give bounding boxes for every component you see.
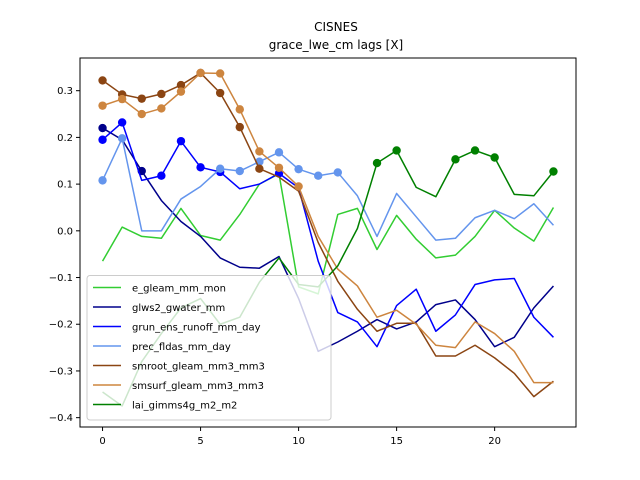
x-tick-label: 20: [488, 436, 501, 447]
series-marker-prec_fldas_mm_day: [215, 164, 225, 173]
series-marker-smsurf_gleam_mm3_mm3: [176, 87, 186, 96]
series-marker-smroot_gleam_mm3_mm3: [215, 88, 225, 98]
series-marker-smsurf_gleam_mm3_mm3: [98, 101, 107, 110]
series-marker-grun_ens_runoff_mm_day: [98, 135, 107, 144]
series-marker-lai_gimms4g_m2_m2: [549, 167, 558, 176]
series-marker-grun_ens_runoff_mm_day: [176, 136, 186, 146]
series-marker-lai_gimms4g_m2_m2: [372, 158, 382, 168]
series-marker-smsurf_gleam_mm3_mm3: [215, 69, 225, 78]
legend-label-e_gleam_mm_mon: e_gleam_mm_mon: [132, 284, 226, 295]
series-line-smsurf_gleam_mm3_mm3: [102, 72, 554, 384]
x-tick-label: 0: [99, 436, 105, 447]
y-tick-label: −0.1: [49, 273, 73, 284]
legend-label-grun_ens_runoff_mm_day: grun_ens_runoff_mm_day: [132, 323, 261, 334]
series-marker-prec_fldas_mm_day: [333, 168, 342, 177]
series-marker-smsurf_gleam_mm3_mm3: [137, 109, 146, 119]
series-marker-grun_ens_runoff_mm_day: [157, 171, 166, 180]
series-marker-lai_gimms4g_m2_m2: [470, 146, 480, 155]
series-marker-prec_fldas_mm_day: [117, 134, 127, 143]
legend-label-smroot_gleam_mm3_mm3: smroot_gleam_mm3_mm3: [132, 362, 265, 373]
series-marker-grun_ens_runoff_mm_day: [196, 163, 205, 172]
series-marker-smsurf_gleam_mm3_mm3: [157, 104, 166, 113]
series-marker-lai_gimms4g_m2_m2: [490, 153, 499, 162]
series-marker-glws2_gwater_mm: [98, 123, 107, 133]
series-marker-smroot_gleam_mm3_mm3: [157, 89, 166, 99]
x-tick-label: 10: [292, 436, 305, 447]
legend-label-prec_fldas_mm_day: prec_fldas_mm_day: [132, 342, 231, 353]
series-marker-lai_gimms4g_m2_m2: [451, 155, 460, 164]
series-marker-lai_gimms4g_m2_m2: [392, 146, 401, 155]
y-tick-label: −0.4: [49, 413, 73, 424]
series-line-prec_fldas_mm_day: [101, 137, 555, 241]
series-marker-prec_fldas_mm_day: [314, 171, 323, 180]
legend: e_gleam_mm_mon glws2_gwater_mm grun_ens_ru…: [86, 275, 332, 421]
legend-label-glws2_gwater_mm: glws2_gwater_mm: [132, 303, 225, 314]
series-marker-smsurf_gleam_mm3_mm3: [117, 94, 127, 104]
y-tick-label: 0.1: [57, 180, 73, 191]
series-marker-prec_fldas_mm_day: [98, 176, 107, 185]
series-marker-prec_fldas_mm_day: [235, 166, 244, 176]
legend-label-smsurf_gleam_mm3_mm3: smsurf_gleam_mm3_mm3: [132, 381, 264, 392]
series-marker-smsurf_gleam_mm3_mm3: [294, 182, 303, 191]
series-marker-prec_fldas_mm_day: [294, 164, 303, 174]
ticks: 0 5 10 15 20 −0.4 −0.3 −0.2 −0.1 0.0 0.1 0.2 0.3: [49, 86, 501, 447]
x-tick-label: 5: [197, 436, 203, 447]
y-tick-label: −0.2: [49, 320, 73, 331]
series-marker-smsurf_gleam_mm3_mm3: [255, 147, 264, 156]
x-tick-label: 15: [390, 436, 403, 447]
axes-frame: [79, 57, 577, 428]
y-tick-label: 0.3: [57, 86, 73, 97]
series-marker-prec_fldas_mm_day: [274, 148, 284, 157]
series-marker-smroot_gleam_mm3_mm3: [176, 80, 186, 90]
series-marker-smroot_gleam_mm3_mm3: [235, 122, 244, 132]
y-tick-label: 0.2: [57, 133, 73, 144]
legend-label-lai_gimms4g_m2_m2: lai_gimms4g_m2_m2: [132, 401, 237, 412]
series-marker-smsurf_gleam_mm3_mm3: [196, 68, 205, 78]
series-marker-smsurf_gleam_mm3_mm3: [274, 163, 284, 172]
chart-subtitle: grace_lwe_cm lags [X]: [269, 38, 403, 52]
series-marker-smroot_gleam_mm3_mm3: [98, 76, 107, 85]
legend-box: [86, 275, 332, 421]
series-marker-smsurf_gleam_mm3_mm3: [235, 105, 244, 114]
y-tick-label: −0.3: [49, 366, 73, 377]
series-marker-grun_ens_runoff_mm_day: [117, 118, 127, 127]
y-tick-label: 0.0: [57, 226, 73, 237]
series-marker-smroot_gleam_mm3_mm3: [255, 164, 264, 173]
plot-area-border: [79, 57, 577, 428]
chart-title: CISNES: [314, 20, 358, 34]
series-marker-smroot_gleam_mm3_mm3: [137, 94, 146, 103]
